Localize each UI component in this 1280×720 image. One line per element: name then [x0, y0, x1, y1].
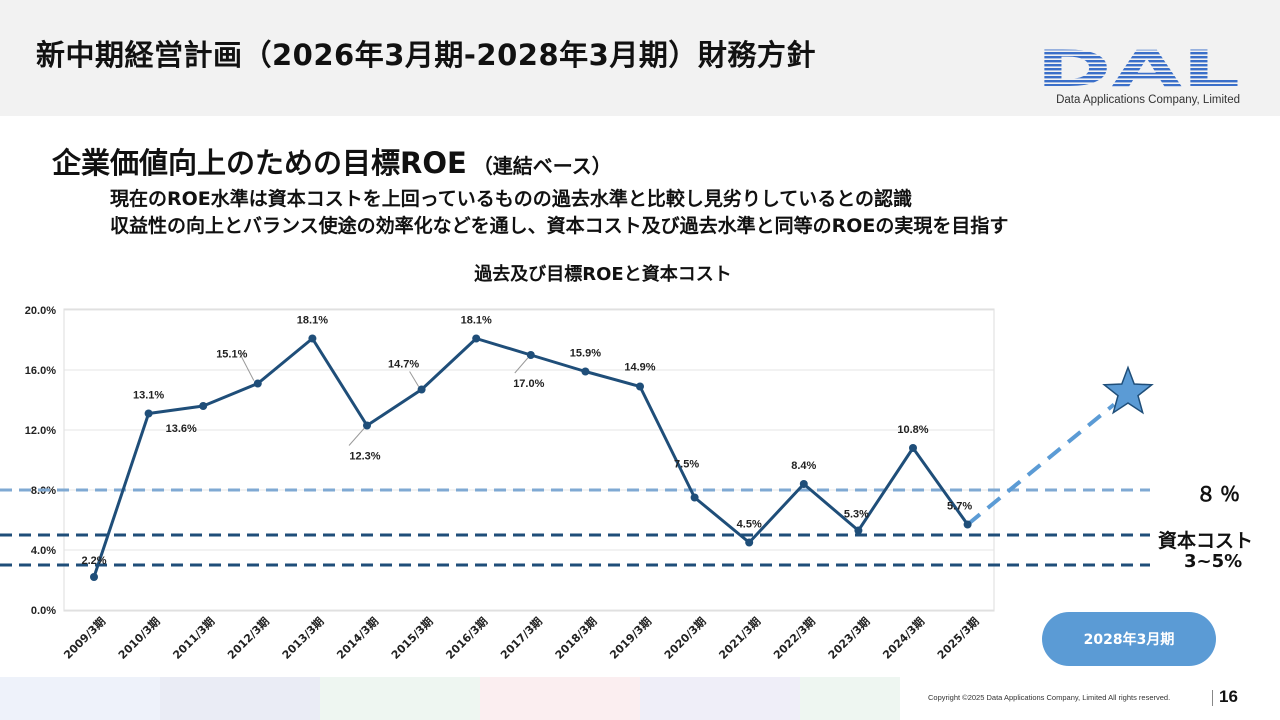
data-point	[690, 493, 699, 502]
x-tick-label: 2009/3期	[61, 614, 109, 662]
gridlines	[64, 309, 994, 611]
page-title: 新中期経営計画（2026年3月期-2028年3月期）財務方針	[36, 38, 816, 72]
header-band	[0, 0, 1280, 116]
x-tick-label: 2022/3期	[770, 614, 818, 662]
logo-subtitle: Data Applications Company, Limited	[1056, 94, 1240, 106]
x-tick-label: 2025/3期	[934, 614, 982, 662]
data-label: 18.1%	[461, 315, 492, 327]
data-point	[526, 351, 535, 359]
roe-line	[92, 337, 969, 578]
data-label: 17.0%	[513, 378, 544, 390]
y-tick-label: 12.0%	[25, 425, 56, 437]
data-point	[144, 409, 153, 418]
x-tick-label: 2011/3期	[170, 614, 218, 662]
x-tick-label: 2017/3期	[497, 614, 545, 662]
x-tick-label: 2024/3期	[880, 614, 928, 662]
chart-title: 過去及び目標ROEと資本コスト	[474, 264, 732, 285]
data-point	[308, 334, 317, 343]
data-label: 13.6%	[166, 423, 197, 435]
data-point	[745, 538, 754, 547]
data-label: 13.1%	[133, 390, 164, 402]
x-tick-label: 2012/3期	[224, 614, 272, 662]
dal-logo: DAL	[1036, 48, 1240, 98]
label-leader-line	[409, 371, 420, 387]
x-tick-label: 2016/3期	[443, 614, 491, 662]
x-tick-label: 2020/3期	[661, 614, 709, 662]
x-tick-label: 2015/3期	[388, 614, 436, 662]
capital-cost-range: 3~5%	[1184, 551, 1243, 572]
data-label: 12.3%	[349, 451, 380, 463]
label-leader-line	[348, 428, 365, 446]
footer-color-strip	[0, 677, 1280, 720]
reference-lines	[0, 488, 1150, 567]
data-label: 10.8%	[897, 424, 928, 436]
data-label: 14.7%	[388, 359, 419, 371]
y-axis: 0.0%4.0%8.0%12.0%16.0%20.0%	[25, 305, 56, 617]
data-point	[363, 421, 371, 430]
x-tick-label: 2014/3期	[334, 614, 382, 662]
data-label: 18.1%	[297, 315, 328, 327]
logo-wordmark: DAL	[1036, 48, 1240, 98]
data-point	[799, 480, 808, 488]
data-label: 5.3%	[844, 509, 869, 521]
y-tick-label: 0.0%	[31, 605, 56, 617]
data-label: 5.7%	[947, 501, 972, 513]
data-point	[909, 444, 917, 452]
data-point	[963, 520, 972, 529]
label-leader-line	[239, 353, 255, 381]
target-roe-label: ８％	[1196, 482, 1244, 506]
data-point	[472, 334, 481, 343]
data-label: 4.5%	[737, 519, 762, 531]
section-subtitle: （連結ベース）	[472, 154, 612, 178]
target-trend-line	[966, 402, 1116, 527]
data-point	[199, 402, 208, 410]
data-label: 2.2%	[81, 555, 106, 567]
data-labels: 2.2% 13.1% 13.6% 15.1% 18.1% 12.3% 14.7% 18.1% 1…	[81, 315, 972, 568]
section-title: 企業価値向上のための目標ROE （連結ベース）	[52, 140, 612, 182]
x-axis: 2009/3期 2010/3期 2011/3期 2012/3期 2013/3期 2014/…	[61, 614, 982, 662]
data-label: 8.4%	[791, 460, 816, 472]
page-separator	[1212, 690, 1213, 706]
target-period-badge: 2028年3月期	[1042, 612, 1216, 666]
x-tick-label: 2013/3期	[279, 614, 327, 662]
data-point	[854, 526, 863, 535]
data-label: 15.9%	[570, 348, 601, 360]
section-title-text: 企業価値向上のための目標ROE	[52, 146, 467, 180]
x-tick-label: 2010/3期	[115, 614, 163, 662]
target-star-marker	[1102, 365, 1154, 415]
x-tick-label: 2018/3期	[552, 614, 600, 662]
data-point	[90, 573, 98, 581]
capital-cost-label: 資本コスト	[1158, 530, 1254, 552]
data-label: 15.1%	[216, 349, 247, 361]
x-tick-label: 2019/3期	[607, 614, 655, 662]
message-line-1: 現在のROE水準は資本コストを上回っているものの過去水準と比較し見劣りしていると…	[110, 188, 913, 210]
roe-series	[90, 334, 1154, 581]
message-line-2: 収益性の向上とバランス使途の効率化などを通し、資本コスト及び過去水準と同等のRO…	[110, 215, 1009, 237]
y-tick-label: 20.0%	[25, 305, 56, 317]
data-label: 14.9%	[624, 362, 655, 374]
y-tick-label: 16.0%	[25, 365, 56, 377]
x-tick-label: 2021/3期	[716, 614, 764, 662]
data-point	[417, 385, 426, 394]
x-tick-label: 2023/3期	[825, 614, 873, 662]
y-tick-label: 4.0%	[31, 545, 56, 557]
data-point	[636, 382, 644, 391]
data-point	[253, 379, 262, 388]
data-point	[581, 367, 590, 376]
data-label: 7.5%	[674, 459, 699, 471]
page-number: 16	[1219, 687, 1238, 706]
plot-area	[63, 308, 995, 612]
copyright: Copyright ©2025 Data Applications Compan…	[928, 693, 1171, 702]
label-leader-line	[514, 357, 529, 374]
